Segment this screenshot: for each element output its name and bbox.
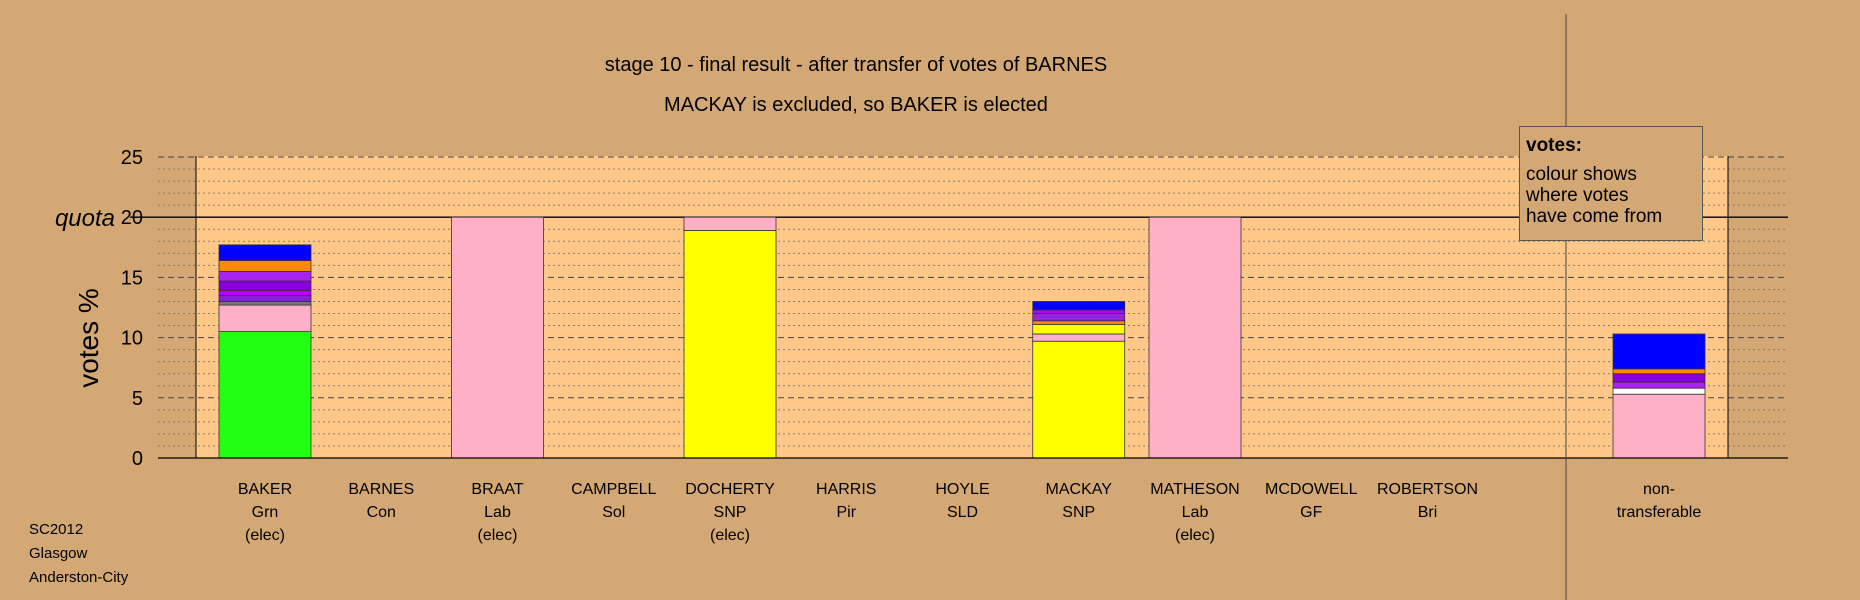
legend: votes: colour shows where votes have com… [1519, 126, 1703, 241]
bar-braat-segment [451, 216, 544, 459]
bar-mackay-segment [1032, 301, 1126, 311]
bar-mackay-segment [1032, 333, 1126, 342]
bar-baker-segment [218, 244, 312, 261]
party-label: Grn [252, 504, 279, 521]
quota-label: quota [55, 205, 115, 232]
y-tick-label: 0 [132, 448, 143, 470]
bar-baker-segment [218, 295, 312, 302]
bar-baker-segment [218, 280, 312, 292]
y-tick-labels: 0 5 10 15 20 25 [121, 147, 143, 470]
axes [158, 14, 1788, 600]
y-tick-label: 20 [121, 207, 143, 229]
x-tick-label: BARNES [348, 481, 414, 498]
y-tick-label: 25 [121, 147, 143, 169]
party-label: Lab [1182, 504, 1209, 521]
x-tick-label: HOYLE [935, 481, 989, 498]
chart-title: stage 10 - final result - after transfer… [605, 54, 1107, 76]
gridlines [130, 156, 1788, 447]
y-axis-label: votes % [73, 288, 104, 388]
bar-nontransferable-segment [1612, 381, 1706, 389]
y-tick-label: 5 [132, 388, 143, 410]
meta-ward: Anderston-City [29, 569, 129, 586]
party-label: Con [367, 504, 396, 521]
bar-baker-segment [218, 331, 312, 459]
party-label: SLD [947, 504, 978, 521]
party-label: Sol [602, 504, 625, 521]
bar-mackay-segment [1032, 340, 1126, 459]
meta-election: SC2012 [29, 521, 84, 538]
party-label: Lab [484, 504, 511, 521]
bar-mackay-segment [1032, 320, 1126, 325]
bar-mackay-segment [1032, 313, 1126, 322]
x-tick-label: MATHESON [1150, 481, 1239, 498]
legend-line: colour shows [1526, 164, 1637, 185]
x-tick-label: BAKER [238, 481, 292, 498]
bar-baker-segment [218, 260, 312, 272]
x-tick-label: BRAAT [471, 481, 523, 498]
bar-mackay-segment [1032, 323, 1126, 335]
bar-baker-segment [218, 304, 312, 332]
bar-mackay-segment [1032, 309, 1126, 314]
x-tick-labels: BAKER Grn (elec) BARNES Con BRAAT Lab (elec) CAM… [238, 481, 1478, 544]
nontransferable-label-line1: non- [1643, 481, 1675, 498]
y-tick-label: 10 [121, 328, 143, 350]
x-tick-label: ROBERTSON [1377, 481, 1478, 498]
bar-baker-segment [218, 270, 312, 282]
legend-line: have come from [1526, 206, 1663, 227]
party-label: GF [1300, 504, 1322, 521]
elected-label: (elec) [245, 527, 285, 544]
x-tick-label: CAMPBELL [571, 481, 656, 498]
party-label: Bri [1418, 504, 1438, 521]
legend-title: votes: [1526, 135, 1582, 156]
elected-label: (elec) [477, 527, 517, 544]
bar-nontransferable-segment [1612, 373, 1706, 383]
bars [218, 216, 1706, 459]
meta-council: Glasgow [29, 545, 88, 562]
bar-nontransferable-segment [1612, 393, 1706, 459]
party-label: SNP [1062, 504, 1095, 521]
bar-nontransferable-segment [1612, 368, 1706, 375]
party-label: SNP [714, 504, 747, 521]
bar-docherty-segment [683, 230, 777, 459]
x-tick-label: MACKAY [1046, 481, 1113, 498]
x-tick-label: HARRIS [816, 481, 876, 498]
bar-matheson-segment [1148, 216, 1242, 459]
bar-nontransferable-segment [1612, 387, 1706, 395]
chart-subtitle: MACKAY is excluded, so BAKER is elected [664, 94, 1048, 116]
y-tick-label: 15 [121, 267, 143, 289]
elected-label: (elec) [1175, 527, 1215, 544]
plot-area [196, 156, 1728, 458]
nontransferable-label-line2: transferable [1617, 504, 1702, 521]
x-tick-label: MCDOWELL [1265, 481, 1358, 498]
x-tick-label: DOCHERTY [685, 481, 775, 498]
legend-line: where votes [1526, 185, 1629, 206]
bar-baker-segment [218, 301, 312, 306]
elected-label: (elec) [710, 527, 750, 544]
bar-docherty-segment [683, 216, 777, 231]
party-label: Pir [836, 504, 856, 521]
bar-nontransferable-segment [1612, 333, 1706, 370]
bar-baker-segment [218, 290, 312, 296]
